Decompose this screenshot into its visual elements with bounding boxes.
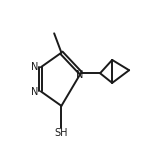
Text: N: N [76, 70, 84, 80]
Text: N: N [31, 62, 39, 72]
Text: SH: SH [55, 128, 68, 138]
Text: N: N [31, 87, 39, 97]
